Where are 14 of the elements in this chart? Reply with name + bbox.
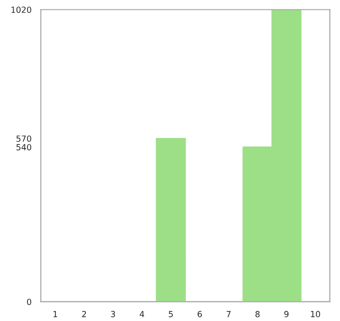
x-tick-label: 6	[198, 310, 202, 318]
x-tick-label: 1	[54, 311, 58, 318]
x-tick-label: 4	[140, 311, 144, 318]
x-tick-label: 3	[111, 310, 116, 318]
x-tick-label: 2	[82, 310, 86, 318]
x-tick-label: 5	[168, 311, 173, 318]
x-tick-label: 9	[284, 310, 289, 318]
x-tick-label: 8	[255, 310, 260, 318]
y-tick-label: 570	[16, 135, 32, 142]
y-tick-label: 1020	[11, 6, 32, 13]
y-tick-label: 540	[16, 144, 32, 150]
x-tick-label: 10	[310, 310, 320, 318]
x-tick-label: 7	[226, 311, 231, 318]
y-tick-label: 0	[27, 298, 32, 306]
